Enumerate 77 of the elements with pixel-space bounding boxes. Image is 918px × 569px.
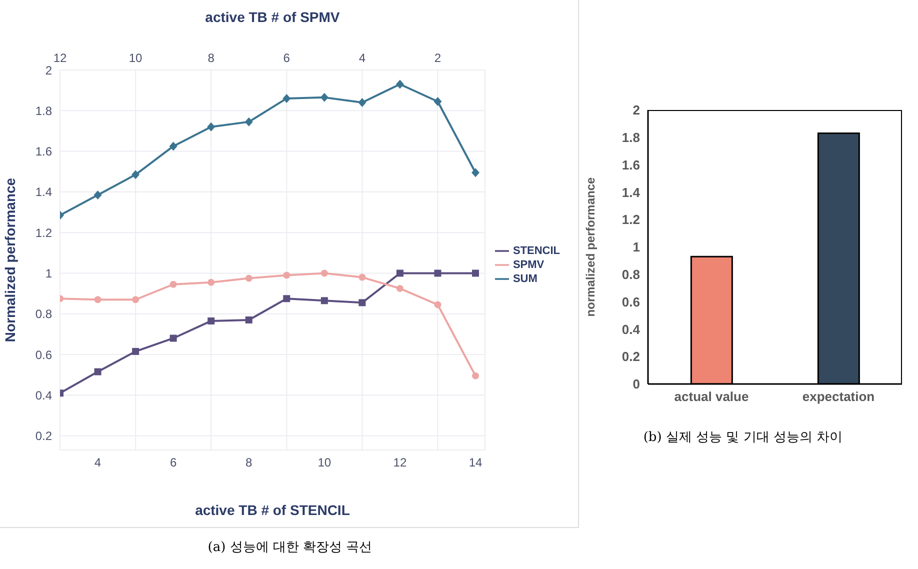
- point: [245, 274, 252, 282]
- point: [132, 296, 140, 304]
- point: [471, 168, 480, 178]
- point: [208, 317, 215, 324]
- legend-label: STENCIL: [512, 244, 560, 257]
- point: [245, 316, 252, 324]
- point: [132, 348, 140, 355]
- x-tick-label: actual value: [674, 389, 749, 404]
- point: [94, 296, 102, 304]
- x-tick-label: 8: [246, 456, 253, 470]
- point: [320, 270, 328, 277]
- point: [132, 170, 140, 180]
- point: [472, 372, 479, 380]
- y-tick-label: 2: [45, 63, 52, 78]
- point: [170, 334, 177, 342]
- x2-axis-title: active TB # of SPMV: [205, 8, 340, 25]
- y-tick-label: 0.6: [622, 294, 640, 310]
- point: [207, 122, 216, 132]
- x2-tick-label: 8: [208, 51, 215, 65]
- x2-tick-label: 12: [53, 51, 67, 65]
- point: [282, 94, 291, 103]
- y-tick-label: 0.8: [35, 307, 52, 322]
- y-axis-title: Normalized performance: [2, 178, 18, 342]
- y-tick-label: 1.2: [35, 226, 52, 240]
- x2-tick-label: 10: [128, 51, 143, 65]
- point: [434, 270, 442, 277]
- point: [170, 280, 177, 288]
- point: [396, 80, 404, 89]
- y-tick-label: 1.6: [35, 144, 52, 159]
- y-tick-label: 0.6: [35, 348, 52, 362]
- y-tick-label: 0.4: [35, 388, 52, 402]
- y-tick-label: 1.4: [622, 184, 641, 200]
- x2-tick-label: 4: [358, 51, 366, 65]
- x2-tick-label: 6: [283, 51, 290, 65]
- y-tick-label: 1.2: [622, 212, 640, 228]
- point: [208, 278, 215, 286]
- point: [358, 274, 366, 281]
- point: [472, 270, 479, 277]
- point: [283, 272, 290, 279]
- y-tick-label: 1.8: [622, 130, 640, 146]
- text: (a) 성능에 대한 확장성 곡선: [206, 539, 374, 556]
- x-tick-label: 12: [393, 456, 407, 470]
- y-tick-label: 0.8: [622, 267, 640, 282]
- point: [94, 368, 102, 376]
- y-tick-label: 0.4: [622, 322, 641, 337]
- x-tick-label: expectation: [802, 389, 875, 404]
- point: [169, 142, 178, 151]
- x-tick-label: 14: [468, 456, 482, 470]
- point: [94, 190, 102, 200]
- point: [434, 301, 442, 308]
- y-tick-label: 1.8: [35, 104, 52, 118]
- x-axis-title: active TB # of STENCIL: [195, 502, 350, 518]
- y-tick-label: 0: [632, 376, 640, 392]
- x2-tick-label: 2: [434, 51, 442, 65]
- x-tick-label: 6: [170, 456, 177, 470]
- y-tick-label: 0.2: [35, 429, 52, 444]
- point: [283, 295, 290, 302]
- y-tick-label: 1: [45, 266, 52, 280]
- point: [358, 98, 366, 108]
- y-tick-label: 2: [632, 102, 640, 118]
- legend-label: SPMV: [512, 258, 544, 271]
- point: [396, 270, 404, 277]
- point: [358, 299, 366, 306]
- y-tick-label: 1.4: [35, 185, 52, 200]
- text: (b) 실제 성능 및 기대 성능의 차이: [642, 429, 844, 446]
- x-tick-label: 4: [94, 456, 102, 470]
- point: [320, 297, 328, 304]
- point: [320, 92, 328, 102]
- y-tick-label: 1: [632, 240, 640, 255]
- y-axis-title: normalized performance: [583, 176, 598, 317]
- x-tick-label: 10: [318, 456, 332, 470]
- point: [396, 284, 404, 292]
- y-tick-label: 0.2: [622, 349, 640, 364]
- legend-label: SUM: [512, 272, 538, 285]
- point: [244, 117, 253, 126]
- point: [434, 96, 442, 106]
- y-tick-label: 1.6: [622, 157, 640, 172]
